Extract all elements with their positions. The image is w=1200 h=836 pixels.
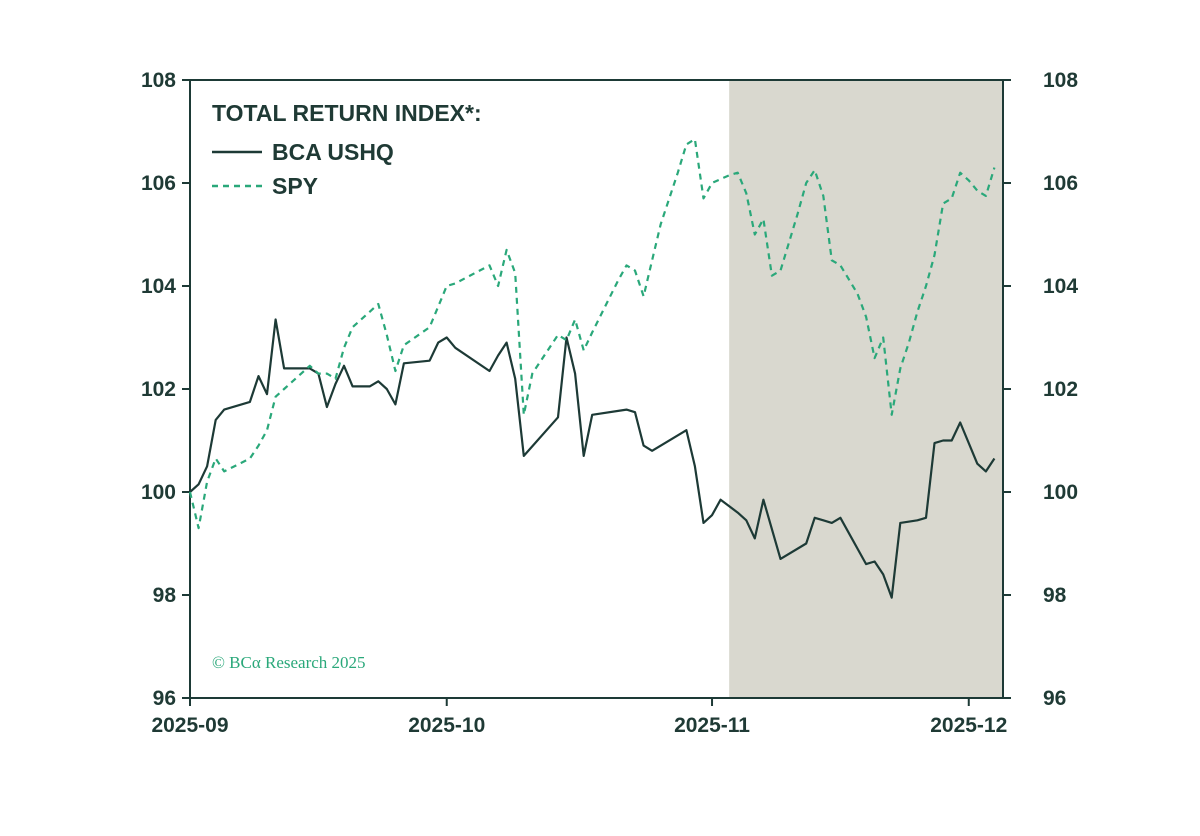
credit-text: © BCα Research 2025 <box>212 653 366 672</box>
y-right-tick-label: 100 <box>1043 481 1078 504</box>
y-left-tick-label: 96 <box>153 687 176 710</box>
y-left-tick-label: 108 <box>141 69 176 92</box>
x-tick-label: 2025-12 <box>930 714 1007 737</box>
shaded-region <box>729 80 1003 698</box>
y-left-tick-label: 104 <box>141 275 176 298</box>
y-left-tick-label: 100 <box>141 481 176 504</box>
y-right-tick-label: 104 <box>1043 275 1078 298</box>
x-tick-label: 2025-09 <box>151 714 228 737</box>
y-left-tick-label: 98 <box>153 584 177 607</box>
y-right-tick-label: 102 <box>1043 378 1078 401</box>
x-tick-label: 2025-11 <box>674 714 750 737</box>
y-left-tick-label: 102 <box>141 378 176 401</box>
series-line-spy <box>188 138 996 530</box>
legend-label-spy: SPY <box>272 173 318 199</box>
y-right-tick-label: 98 <box>1043 584 1067 607</box>
y-right-tick-label: 96 <box>1043 687 1066 710</box>
y-left-tick-label: 106 <box>141 172 176 195</box>
x-tick-label: 2025-10 <box>408 714 485 737</box>
y-right-tick-label: 106 <box>1043 172 1078 195</box>
legend-title: TOTAL RETURN INDEX*: <box>212 100 482 126</box>
y-right-tick-label: 108 <box>1043 69 1078 92</box>
legend-label-bca-ushq: BCA USHQ <box>272 139 394 165</box>
series-line-bca-ushq <box>189 318 996 599</box>
